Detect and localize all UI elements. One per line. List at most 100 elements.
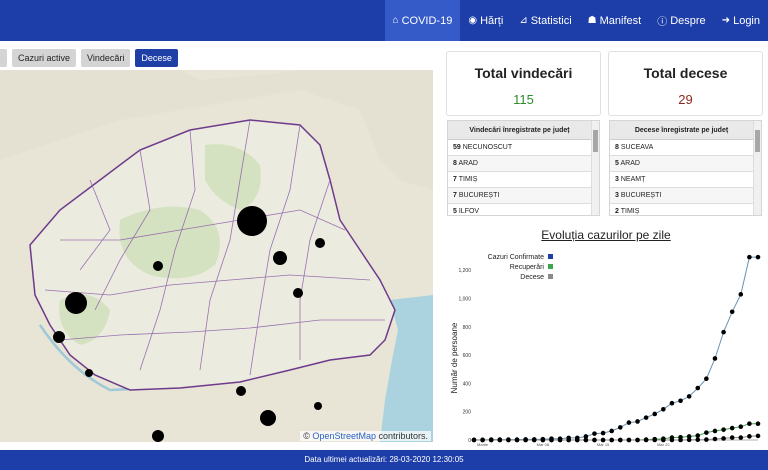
table-row: 7 TIMIȘ [448,172,591,188]
table-scrollbar[interactable] [753,121,761,215]
data-point [471,437,477,443]
nav-label-despre: Despre [670,14,706,27]
row-count: 8 [453,160,457,167]
data-point [695,433,701,438]
nav-item-harti[interactable]: ◉ Hărți [460,0,511,41]
data-point [704,437,709,442]
nav-item-despre[interactable]: ⓘ Despre [649,0,713,41]
table-row: 5 ARAD [610,156,753,172]
nav-label-harti: Hărți [480,14,504,27]
row-county: BUCUREȘTI [618,192,662,199]
black-sea [380,295,433,442]
data-point [755,254,761,260]
data-point [643,437,649,443]
recovered-by-county-table[interactable]: Vindecări înregistrate pe județ 59 NECUN… [447,120,600,216]
x-tick-label: Mar 15 [597,442,610,446]
data-point [712,436,718,442]
data-point [678,398,683,404]
data-point [661,406,666,412]
cases-evolution-chart: 0 200 400 600 800 1,000 1,200 Număr de persoane… [450,254,761,446]
nav-label-manifest: Manifest [599,14,642,27]
scrollbar-thumb[interactable] [593,130,598,152]
table-row: 3 BUCUREȘTI [610,188,753,204]
deaths-by-county-table[interactable]: Decese înregistrate pe județ 8 SUCEAVA 5 … [609,120,762,216]
osm-link[interactable]: OpenStreetMap [312,431,376,441]
row-count: 5 [615,160,619,167]
filter-button-active-cases[interactable]: Cazuri active [12,49,77,67]
row-count: 3 [615,192,619,199]
data-point [592,437,597,443]
row-county: ARAD [618,160,640,167]
nav-item-covid19[interactable]: ⌂ COVID-19 [384,0,461,41]
data-point [549,437,554,443]
data-point [721,436,726,441]
filter-button-deaths[interactable]: Decese [135,49,178,67]
scrollbar-thumb[interactable] [755,130,760,152]
legend-swatch [548,274,553,279]
data-point [523,437,528,443]
table-row: 8 ARAD [448,156,591,172]
data-point [618,425,623,430]
data-point [669,400,675,406]
data-point [747,254,752,260]
row-county: NECUNOSCUT [460,144,513,151]
data-point [574,437,580,443]
row-count: 7 [453,192,457,199]
total-deaths-title: Total decese [643,65,728,81]
row-count: 5 [453,208,457,215]
x-tick-label: Mar 22 [657,442,670,446]
data-point [695,385,701,391]
data-point [514,437,520,443]
data-point [583,434,589,439]
top-navbar: ⌂ COVID-19 ◉ Hărți ⊿ Statistici ☗ Manife… [0,0,768,41]
table-scrollbar[interactable] [591,121,599,215]
attribution-prefix: © [303,431,313,441]
nav-item-statistici[interactable]: ⊿ Statistici [511,0,579,41]
legend-label: Recuperări [510,264,545,271]
legend-swatch [548,264,553,269]
row-county: SUCEAVA [618,144,654,151]
data-point [643,415,649,420]
table-header: Decese înregistrate pe județ [610,121,753,140]
data-point [695,437,701,443]
data-point [635,437,640,443]
filter-button-recovered[interactable]: Vindecări [81,49,131,67]
data-point [488,437,494,443]
users-icon: ☗ [587,15,597,26]
data-point [678,437,683,443]
map-filter-buttons: Cazuri active Vindecări Decese [0,49,178,67]
y-tick-label: 200 [463,410,472,416]
y-tick-label: 1,000 [458,296,471,302]
filter-button-partial[interactable] [0,49,7,67]
data-point [600,437,606,443]
legend-label: Decese [520,274,544,281]
data-point [592,431,597,436]
data-point [704,376,709,382]
row-county: ILFOV [456,208,480,215]
table-row: 5 ILFOV [448,204,591,215]
nav-item-manifest[interactable]: ☗ Manifest [580,0,650,41]
chart-title: Evoluția cazurilor pe zile [541,228,671,242]
row-county: BUCUREȘTI [456,192,500,199]
data-point [747,421,752,427]
info-icon: ⓘ [657,17,668,28]
data-point [747,434,752,439]
total-deaths-card: Total decese 29 [608,51,763,116]
nav-item-login[interactable]: ➜ Login [714,0,768,41]
total-recovered-title: Total vindecări [474,65,573,81]
row-county: ARAD [456,160,478,167]
data-point [704,430,709,435]
legend-swatch [548,254,553,259]
y-tick-label: 0 [468,438,471,444]
table-row: 7 BUCUREȘTI [448,188,591,204]
y-tick-label: 1,200 [458,268,471,274]
x-tick-label: Martie [477,442,489,446]
data-point [600,430,606,436]
table-row: 3 NEAMȚ [610,172,753,188]
chart-icon: ⊿ [519,15,528,26]
data-point [738,435,744,440]
romania-map[interactable]: © OpenStreetMap contributors. [0,70,433,442]
total-recovered-value: 115 [513,92,534,107]
table-row: 2 TIMIȘ [610,204,753,215]
